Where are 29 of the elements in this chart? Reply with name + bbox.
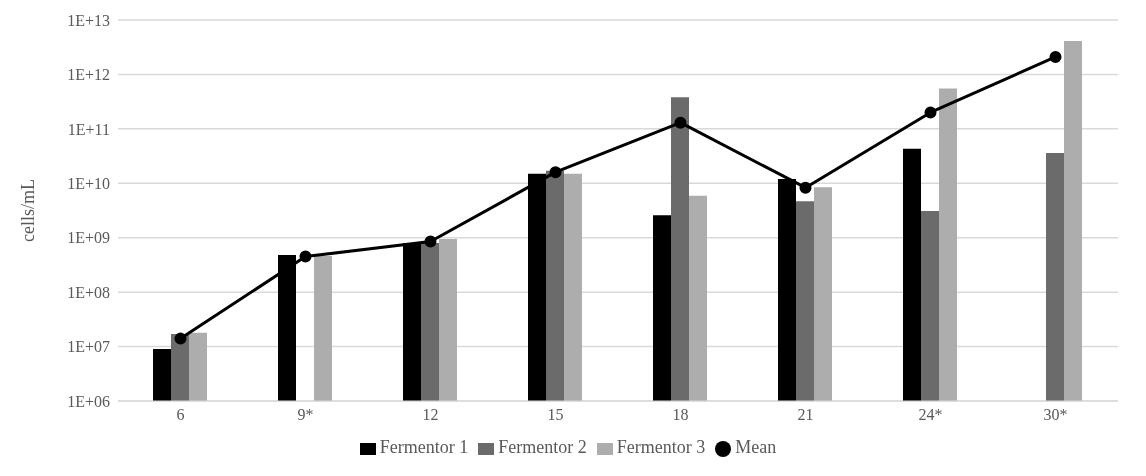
y-tick-label: 1E+11 (67, 120, 110, 138)
x-tick-label: 21 (797, 406, 814, 424)
x-tick-label: 24* (918, 406, 943, 424)
y-tick-label: 1E+09 (67, 229, 110, 247)
y-tick-label: 1E+12 (67, 66, 110, 84)
x-tick-label: 30* (1043, 406, 1068, 424)
legend-label: Mean (735, 437, 777, 457)
legend-label: Fermentor 2 (498, 437, 587, 457)
legend-label: Fermentor 1 (379, 437, 469, 457)
point (174, 332, 187, 345)
point (549, 166, 562, 179)
point (424, 235, 437, 248)
point (924, 106, 937, 119)
y-tick-label: 1E+10 (67, 174, 110, 192)
x-tick-label: 18 (672, 406, 689, 424)
legend-label: Fermentor 3 (616, 437, 706, 457)
point (299, 250, 312, 263)
x-tick-label: 9* (297, 406, 314, 424)
x-tick-label: 12 (422, 406, 439, 424)
point (1049, 50, 1062, 63)
y-tick-label: 1E+06 (67, 392, 110, 410)
y-axis-title: cells/mL (18, 179, 39, 242)
point (674, 116, 687, 129)
y-tick-label: 1E+13 (67, 11, 110, 29)
y-tick-label: 1E+07 (67, 338, 110, 356)
y-tick-label: 1E+08 (67, 283, 110, 301)
x-tick-label: 6 (176, 406, 185, 424)
x-tick-label: 15 (547, 406, 564, 424)
point (799, 181, 812, 194)
